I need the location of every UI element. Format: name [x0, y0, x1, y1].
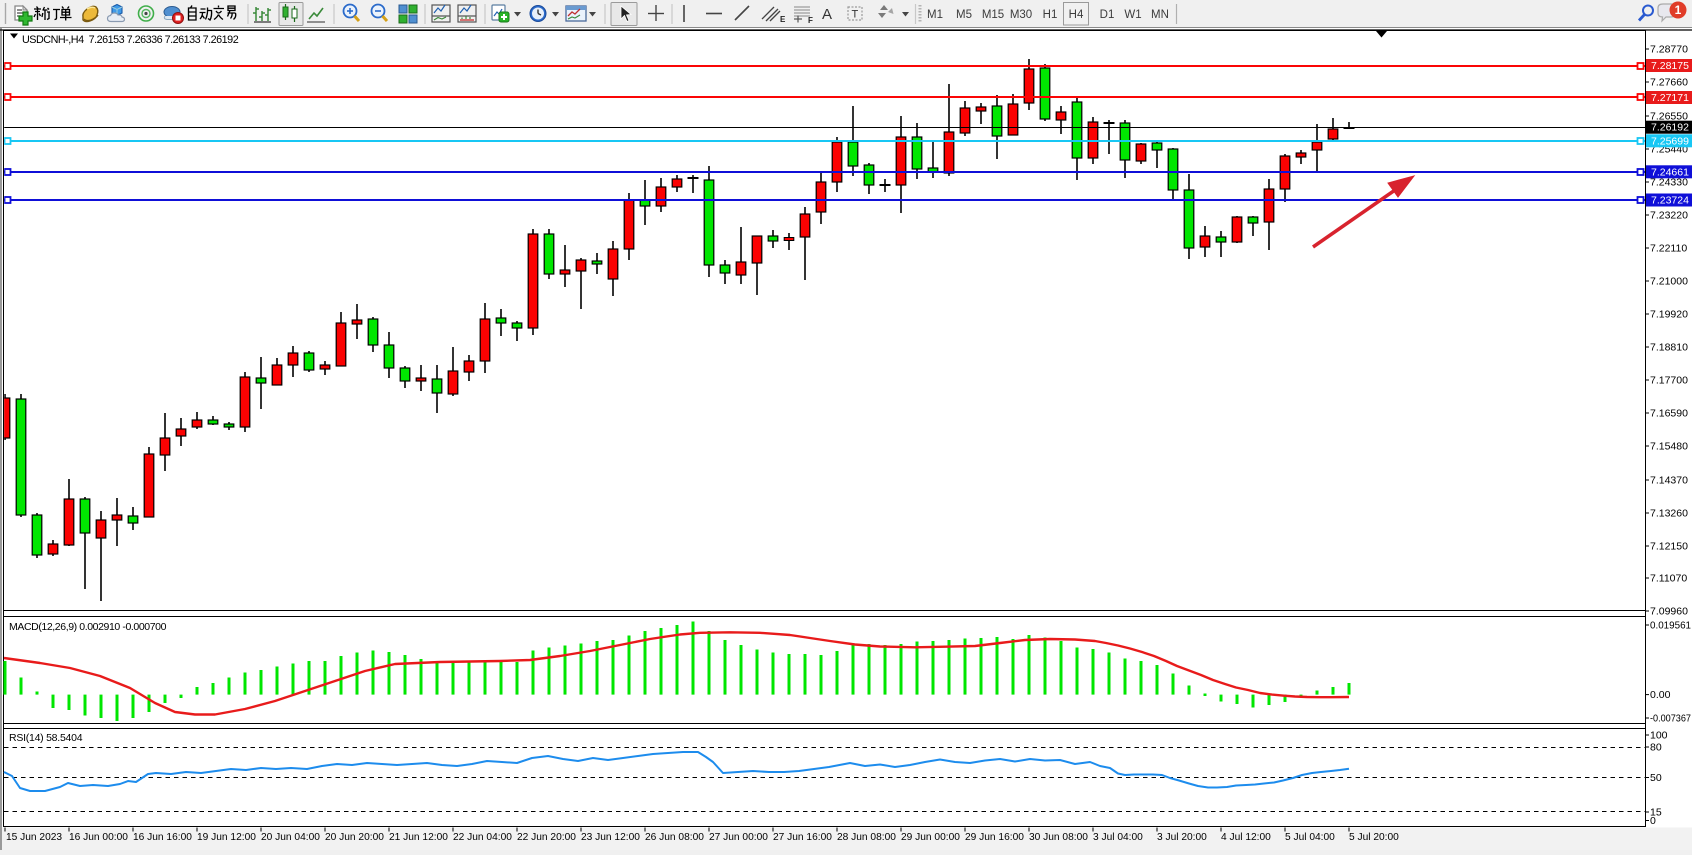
svg-text:21 Jun 12:00: 21 Jun 12:00	[389, 832, 448, 843]
svg-text:H4: H4	[1069, 9, 1084, 21]
svg-text:M1: M1	[927, 9, 943, 21]
svg-text:7.12150: 7.12150	[1650, 541, 1688, 553]
svg-text:7.14370: 7.14370	[1650, 475, 1688, 487]
svg-text:-0.007367: -0.007367	[1650, 713, 1691, 725]
svg-text:M15: M15	[982, 9, 1004, 21]
svg-text:15: 15	[1650, 807, 1662, 819]
svg-text:29 Jun 00:00: 29 Jun 00:00	[901, 832, 960, 843]
svg-text:M5: M5	[956, 9, 972, 21]
svg-text:16 Jun 16:00: 16 Jun 16:00	[133, 832, 192, 843]
svg-text:30 Jun 08:00: 30 Jun 08:00	[1029, 832, 1088, 843]
svg-text:7.28770: 7.28770	[1650, 44, 1688, 56]
svg-text:W1: W1	[1124, 9, 1141, 21]
svg-text:15 Jun 2023: 15 Jun 2023	[6, 832, 62, 843]
svg-text:7.16590: 7.16590	[1650, 408, 1688, 420]
svg-text:50: 50	[1650, 772, 1662, 784]
svg-text:7.27171: 7.27171	[1651, 92, 1689, 104]
svg-text:7.25699: 7.25699	[1651, 135, 1689, 147]
svg-text:A: A	[822, 6, 832, 23]
svg-text:5 Jul 04:00: 5 Jul 04:00	[1285, 832, 1335, 843]
svg-text:7.21000: 7.21000	[1650, 276, 1688, 288]
svg-text:H1: H1	[1043, 9, 1058, 21]
svg-text:T: T	[852, 9, 859, 21]
svg-text:1: 1	[1675, 3, 1682, 17]
svg-text:USDCNH-,H4 7.26153 7.26336 7.: USDCNH-,H4 7.26153 7.26336 7.26133 7.261…	[22, 34, 239, 46]
svg-text:23 Jun 12:00: 23 Jun 12:00	[581, 832, 640, 843]
svg-text:20 Jun 20:00: 20 Jun 20:00	[325, 832, 384, 843]
svg-text:MACD(12,26,9) 0.002910 -0.0007: MACD(12,26,9) 0.002910 -0.000700	[9, 621, 167, 633]
svg-text:16 Jun 00:00: 16 Jun 00:00	[69, 832, 128, 843]
svg-text:28 Jun 08:00: 28 Jun 08:00	[837, 832, 896, 843]
svg-text:7.26550: 7.26550	[1650, 111, 1688, 123]
svg-text:3 Jul 04:00: 3 Jul 04:00	[1093, 832, 1143, 843]
svg-text:E: E	[780, 15, 786, 24]
svg-text:80: 80	[1650, 742, 1662, 754]
svg-text:27 Jun 00:00: 27 Jun 00:00	[709, 832, 768, 843]
svg-text:4 Jul 12:00: 4 Jul 12:00	[1221, 832, 1271, 843]
svg-text:7.13260: 7.13260	[1650, 508, 1688, 520]
svg-text:27 Jun 16:00: 27 Jun 16:00	[773, 832, 832, 843]
svg-text:3 Jul 20:00: 3 Jul 20:00	[1157, 832, 1207, 843]
svg-text:RSI(14) 58.5404: RSI(14) 58.5404	[9, 732, 83, 744]
svg-text:D1: D1	[1100, 9, 1115, 21]
svg-text:7.26192: 7.26192	[1651, 122, 1689, 134]
svg-text:29 Jun 16:00: 29 Jun 16:00	[965, 832, 1024, 843]
svg-text:100: 100	[1650, 730, 1668, 742]
svg-text:7.18810: 7.18810	[1650, 342, 1688, 354]
svg-text:F: F	[808, 16, 813, 25]
svg-text:5 Jul 20:00: 5 Jul 20:00	[1349, 832, 1399, 843]
svg-text:7.22110: 7.22110	[1650, 243, 1687, 255]
svg-text:MN: MN	[1151, 9, 1169, 21]
svg-text:7.24661: 7.24661	[1651, 166, 1689, 178]
svg-text:7.09960: 7.09960	[1650, 606, 1688, 618]
svg-text:22 Jun 04:00: 22 Jun 04:00	[453, 832, 512, 843]
svg-text:0.00: 0.00	[1650, 689, 1671, 701]
svg-text:7.24330: 7.24330	[1650, 177, 1688, 189]
svg-text:7.11070: 7.11070	[1650, 573, 1687, 585]
svg-text:7.23220: 7.23220	[1650, 210, 1688, 222]
svg-text:7.19920: 7.19920	[1650, 309, 1688, 321]
svg-text:0: 0	[1650, 815, 1656, 827]
svg-text:0.019561: 0.019561	[1650, 620, 1691, 632]
svg-text:7.17700: 7.17700	[1650, 375, 1688, 387]
svg-text:7.15480: 7.15480	[1650, 441, 1688, 453]
svg-text:7.23724: 7.23724	[1651, 195, 1689, 207]
svg-text:20 Jun 04:00: 20 Jun 04:00	[261, 832, 320, 843]
svg-text:7.28175: 7.28175	[1651, 60, 1689, 72]
svg-text:22 Jun 20:00: 22 Jun 20:00	[517, 832, 576, 843]
svg-text:7.27660: 7.27660	[1650, 77, 1688, 89]
svg-text:19 Jun 12:00: 19 Jun 12:00	[197, 832, 256, 843]
svg-text:M30: M30	[1010, 9, 1032, 21]
svg-text:26 Jun 08:00: 26 Jun 08:00	[645, 832, 704, 843]
